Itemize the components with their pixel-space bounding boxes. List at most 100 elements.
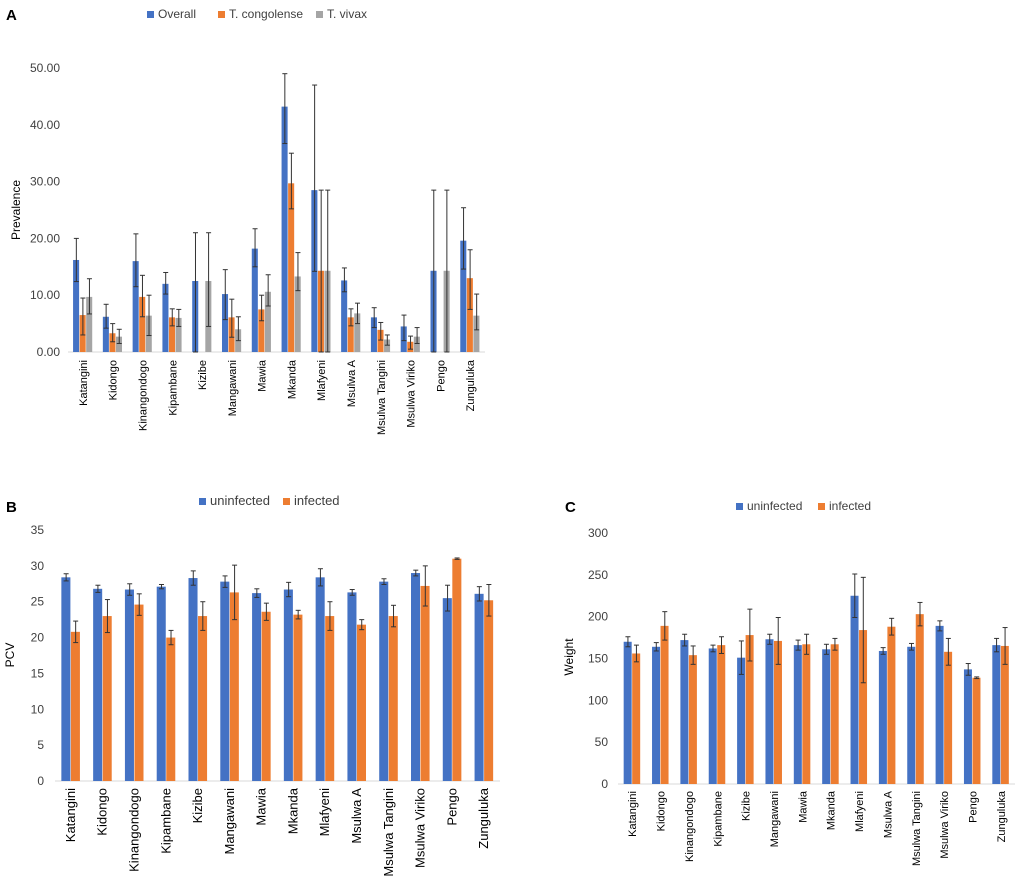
legend-swatch <box>147 11 154 18</box>
bar <box>294 276 301 352</box>
legend-label: uninfected <box>210 493 270 508</box>
y-tick-label: 50 <box>595 735 609 749</box>
bar <box>765 639 774 784</box>
x-tick-label: Kipambane <box>167 360 179 416</box>
bar <box>134 604 144 781</box>
y-tick-label: 25 <box>31 595 45 609</box>
legend-swatch <box>218 11 225 18</box>
bar <box>264 291 271 352</box>
y-tick-label: 20 <box>31 631 45 645</box>
y-tick-label: 15 <box>31 666 45 680</box>
bar <box>793 645 802 784</box>
bar <box>293 614 303 781</box>
bar <box>325 616 335 781</box>
bar <box>773 640 782 784</box>
panel-C: C 0 50 100 150 200 250 300 Weight Katangini Kidong… <box>562 499 1015 866</box>
bar <box>420 585 430 781</box>
x-tick-label: Katangini <box>63 788 78 842</box>
bar <box>737 657 746 784</box>
x-tick-label: Kizibe <box>190 788 205 823</box>
bar <box>252 593 262 781</box>
x-tick-label: Mlafyeni <box>316 360 328 401</box>
bar <box>688 655 697 784</box>
bar <box>1000 645 1009 784</box>
bar <box>830 644 839 784</box>
x-tick-label: Zunguluka <box>465 359 477 411</box>
bar <box>356 624 366 781</box>
y-tick-label: 20.00 <box>30 231 60 245</box>
y-tick-label: 50.00 <box>30 61 60 75</box>
bar <box>341 280 348 352</box>
x-tick-label: Msulwa Viriko <box>939 791 951 859</box>
x-tick-label: Mangawani <box>222 788 237 855</box>
bar <box>281 106 288 353</box>
bar <box>623 641 632 784</box>
bar <box>347 592 357 781</box>
x-tick-label: Kinangondogo <box>137 360 149 431</box>
bar <box>887 626 896 784</box>
legend-label: infected <box>829 499 871 513</box>
x-tick-label: Kinangondogo <box>684 791 696 862</box>
bar <box>86 296 93 352</box>
bar <box>859 630 868 784</box>
x-tick-label: Msulwa Tangini <box>376 360 388 435</box>
x-tick-label: Msulwa Tangini <box>911 791 923 866</box>
legend-swatch <box>736 503 743 510</box>
bar <box>992 645 1001 784</box>
bar <box>915 614 924 784</box>
bar <box>474 593 484 781</box>
y-tick-label: 150 <box>588 652 608 666</box>
y-axis-label: Prevalence <box>9 180 23 240</box>
bar <box>466 278 473 352</box>
y-tick-label: 10 <box>31 702 45 716</box>
bar <box>261 611 271 781</box>
x-tick-label: Kidongo <box>95 788 110 836</box>
bar <box>384 339 391 352</box>
legend-swatch <box>316 11 323 18</box>
bar <box>632 653 641 784</box>
bar <box>168 317 176 352</box>
bar <box>283 589 293 781</box>
bar <box>258 309 265 352</box>
bar <box>115 336 123 352</box>
x-tick-label: Kipambane <box>712 791 724 847</box>
bar <box>388 616 398 781</box>
bar <box>460 240 467 352</box>
x-tick-label: Msulwa A <box>882 790 894 838</box>
bar <box>944 651 953 784</box>
x-tick-label: Zunguluka <box>476 787 491 848</box>
y-tick-label: 200 <box>588 610 608 624</box>
panel-label: A <box>6 7 17 24</box>
x-tick-label: Mkanda <box>286 359 298 399</box>
y-tick-label: 35 <box>31 523 45 537</box>
bar <box>379 581 389 781</box>
x-tick-label: Kizibe <box>741 791 753 821</box>
bar <box>61 577 71 781</box>
bar <box>473 315 480 352</box>
panel-label: C <box>565 499 576 516</box>
x-tick-label: Msulwa Viriko <box>413 788 428 868</box>
y-tick-label: 10.00 <box>30 288 60 302</box>
x-tick-label: Kinangondogo <box>126 788 141 872</box>
x-tick-label: Msulwa Viriko <box>406 360 418 428</box>
x-tick-label: Pengo <box>435 360 447 392</box>
legend-swatch <box>199 498 206 505</box>
x-tick-label: Kizibe <box>197 360 209 390</box>
x-tick-label: Zunguluka <box>996 790 1008 842</box>
bar <box>907 646 916 784</box>
bar <box>745 635 754 784</box>
bar <box>162 283 169 352</box>
bar <box>660 625 669 784</box>
y-tick-label: 0 <box>37 774 44 788</box>
bar <box>935 625 944 784</box>
bar <box>132 261 139 352</box>
y-axis-label: Weight <box>562 638 576 676</box>
bar <box>878 650 887 784</box>
legend-label: infected <box>294 493 340 508</box>
bar <box>251 248 258 352</box>
y-tick-label: 40.00 <box>30 118 60 132</box>
x-tick-label: Katangini <box>78 360 90 406</box>
bar <box>802 644 811 784</box>
bar <box>220 581 230 781</box>
bar <box>93 588 103 781</box>
